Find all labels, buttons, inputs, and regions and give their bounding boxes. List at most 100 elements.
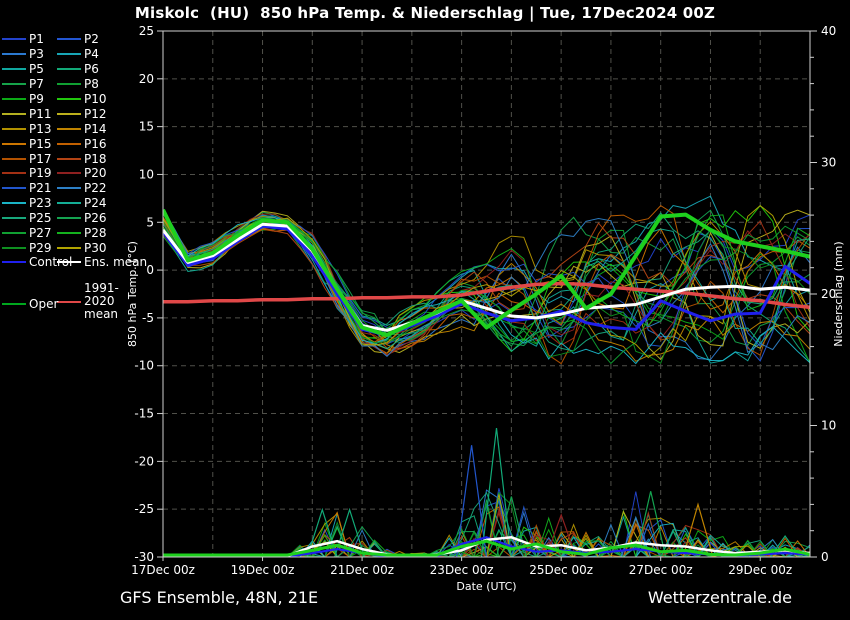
precip-spike xyxy=(480,428,512,557)
precip-spike xyxy=(635,491,667,557)
y-left-tick-label: 20 xyxy=(139,72,154,86)
legend-label-climate-mean: 1991-2020 mean xyxy=(84,281,119,321)
legend-label: P24 xyxy=(84,196,107,211)
legend-swatch xyxy=(57,246,81,249)
legend-label: P28 xyxy=(84,226,107,241)
footer-model-info: GFS Ensemble, 48N, 21E xyxy=(120,588,319,607)
legend-swatch xyxy=(57,83,81,86)
legend-label: P19 xyxy=(29,166,52,181)
legend-swatch-control xyxy=(2,261,26,263)
ensemble-member-precip-line xyxy=(163,489,810,557)
legend-item-p2: P2 xyxy=(57,32,132,47)
legend-label: P27 xyxy=(29,226,52,241)
y-left-tick-label: 0 xyxy=(146,263,154,277)
chart-title: Miskolc (HU) 850 hPa Temp. & Niederschla… xyxy=(134,4,716,22)
legend-swatch xyxy=(2,127,26,130)
y-right-tick-label: 30 xyxy=(821,156,836,170)
legend-swatch xyxy=(2,217,26,220)
y-right-tick-label: 0 xyxy=(821,550,829,564)
legend-label-oper: Oper xyxy=(29,297,59,311)
legend-label-ens-mean: Ens. mean xyxy=(84,255,148,269)
precip-spike xyxy=(495,496,527,557)
y-left-tick-label: -30 xyxy=(134,550,154,564)
legend-swatch xyxy=(57,232,81,235)
legend-swatch xyxy=(57,202,81,205)
legend-item-p14: P14 xyxy=(57,121,132,136)
legend-label: P4 xyxy=(84,47,99,62)
legend-label: P25 xyxy=(29,211,52,226)
legend-swatch xyxy=(57,187,81,190)
y-left-tick-label: -10 xyxy=(134,359,154,373)
legend-swatch xyxy=(57,112,81,115)
legend: P1 P2 P3 P4 P5 P6 P7 P8 P9 P10 P11 P12 P13 P14 P15 P16 P… xyxy=(2,32,147,321)
legend-label: P6 xyxy=(84,62,99,77)
legend-item-p11: P11 xyxy=(2,106,57,121)
footer-site-name: Wetterzentrale.de xyxy=(647,588,792,607)
x-tick-label: 17Dec 00z xyxy=(131,563,195,577)
legend-label: P9 xyxy=(29,92,44,106)
legend-item-p6: P6 xyxy=(57,62,132,77)
legend-label: P17 xyxy=(29,151,52,166)
legend-label: P21 xyxy=(29,181,52,196)
legend-swatch xyxy=(57,98,81,100)
precip-line-oper-precip xyxy=(163,539,810,557)
ensemble-member-precip-line xyxy=(163,499,810,557)
legend-item-p23: P23 xyxy=(2,196,57,211)
legend-swatch xyxy=(2,83,26,86)
legend-item-p4: P4 xyxy=(57,47,132,62)
precip-spike xyxy=(682,502,714,557)
legend-swatch xyxy=(2,202,26,205)
legend-swatch xyxy=(2,142,26,145)
legend-item-p5: P5 xyxy=(2,62,57,77)
legend-label: P16 xyxy=(84,136,107,151)
legend-item-p1: P1 xyxy=(2,32,57,47)
ensemble-member-temp-line xyxy=(163,217,810,365)
legend-label: P10 xyxy=(84,92,107,106)
legend-item-p7: P7 xyxy=(2,77,57,92)
legend-swatch xyxy=(57,157,81,160)
y-left-axis-title: 850 hPa Temp. (°C) xyxy=(126,241,139,347)
x-tick-label: 19Dec 00z xyxy=(231,563,295,577)
legend-swatch xyxy=(2,53,26,56)
legend-item-p27: P27 xyxy=(2,226,57,241)
legend-label: P12 xyxy=(84,106,107,121)
legend-label: P7 xyxy=(29,77,44,92)
x-tick-label: 23Dec 00z xyxy=(430,563,494,577)
legend-swatch xyxy=(2,246,26,249)
y-left-tick-label: 25 xyxy=(139,24,154,38)
legend-label: P15 xyxy=(29,136,52,151)
x-axis-title: Date (UTC) xyxy=(456,580,516,593)
legend-item-p17: P17 xyxy=(2,151,57,166)
legend-label: P8 xyxy=(84,77,99,92)
ensemble-member-precip-line xyxy=(163,515,810,557)
legend-item-p24: P24 xyxy=(57,196,132,211)
legend-label: P13 xyxy=(29,121,52,136)
chart-data-layer xyxy=(163,195,810,557)
legend-swatch xyxy=(57,172,81,175)
legend-item-p28: P28 xyxy=(57,226,132,241)
legend-item-p26: P26 xyxy=(57,211,132,226)
y-left-tick-label: 15 xyxy=(139,120,154,134)
temp-line-ens-mean xyxy=(163,222,810,332)
legend-swatch xyxy=(57,53,81,56)
x-tick-label: 25Dec 00z xyxy=(529,563,593,577)
x-tick-label: 21Dec 00z xyxy=(330,563,394,577)
legend-swatch xyxy=(2,68,26,71)
legend-item-p22: P22 xyxy=(57,181,132,196)
y-right-tick-label: 20 xyxy=(821,287,836,301)
y-left-tick-label: 5 xyxy=(146,215,154,229)
legend-swatch xyxy=(57,217,81,220)
legend-item-oper: Oper xyxy=(2,298,58,310)
y-left-tick-label: -25 xyxy=(134,502,154,516)
legend-item-p25: P25 xyxy=(2,211,57,226)
legend-swatch xyxy=(2,112,26,115)
x-tick-label: 29Dec 00z xyxy=(728,563,792,577)
legend-item-ens-mean: Ens. mean xyxy=(57,256,147,268)
legend-label: P2 xyxy=(84,32,99,47)
legend-swatch xyxy=(57,38,81,41)
legend-label: P23 xyxy=(29,196,52,211)
legend-item-p8: P8 xyxy=(57,77,132,92)
legend-item-p30: P30 xyxy=(57,240,132,255)
